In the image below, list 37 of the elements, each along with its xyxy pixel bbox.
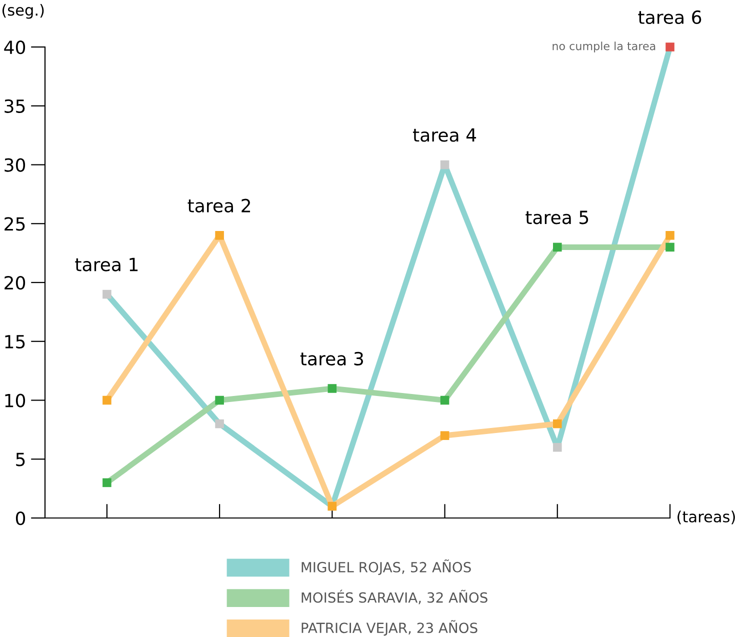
point bbox=[102, 396, 112, 405]
x-tick-label: tarea 4 bbox=[412, 128, 476, 142]
y-tick-label: 30 bbox=[4, 158, 26, 172]
x-tick-label: tarea 2 bbox=[188, 198, 250, 212]
legend-label: MIGUEL ROJAS, 52 AÑOS bbox=[302, 559, 471, 576]
point bbox=[102, 290, 112, 299]
point bbox=[215, 419, 224, 428]
point bbox=[215, 231, 224, 240]
point bbox=[102, 478, 112, 488]
point bbox=[215, 396, 224, 405]
y-tick-label: 0 bbox=[16, 511, 26, 526]
point bbox=[440, 160, 450, 170]
legend-label: MOISÉS SARAVIA, 32 AÑOS bbox=[302, 590, 488, 604]
point bbox=[552, 442, 562, 452]
x-tick-label: tarea 3 bbox=[300, 352, 363, 366]
point bbox=[328, 384, 337, 393]
legend-label: PATRICIA VEJAR, 23 AÑOS bbox=[302, 620, 478, 636]
point bbox=[666, 231, 674, 240]
annotation: no cumple la tarea bbox=[552, 42, 656, 52]
y-tick-label: 35 bbox=[4, 99, 25, 113]
point bbox=[666, 42, 674, 52]
x-tick-label: tarea 6 bbox=[638, 10, 702, 24]
x-tick-label: tarea 1 bbox=[75, 258, 138, 272]
y-tick-label: 5 bbox=[16, 452, 25, 466]
point bbox=[552, 242, 562, 252]
y-tick-label: 15 bbox=[5, 335, 25, 348]
y-tick-label: 20 bbox=[4, 276, 26, 290]
y-tick-label: 40 bbox=[4, 40, 26, 54]
x-tick-label: tarea 5 bbox=[526, 210, 588, 224]
point bbox=[440, 396, 450, 405]
y-tick-label: 25 bbox=[4, 217, 25, 231]
point bbox=[552, 419, 562, 428]
point bbox=[440, 431, 450, 440]
point bbox=[666, 242, 674, 252]
y-tick-label: 10 bbox=[5, 394, 26, 408]
x-axis-title: (tareas) bbox=[678, 510, 735, 524]
y-axis-title: (seg.) bbox=[2, 4, 44, 19]
